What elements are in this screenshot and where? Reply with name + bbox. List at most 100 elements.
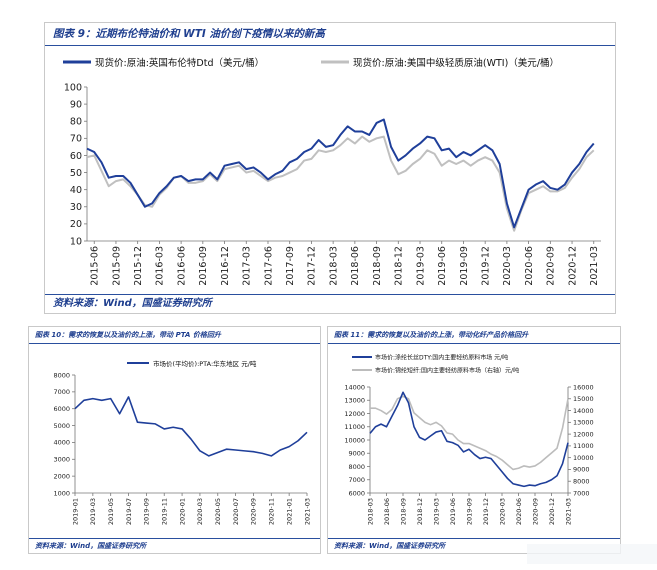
x-tick-label: 2019-09: [143, 498, 151, 525]
x-tick-label: 2019-03: [415, 246, 426, 286]
chart-legend: 市场价:涤纶长丝DTY:国内主要轻纺原料市场 元/吨 市场价:锦纶短纤:国内主要…: [352, 354, 519, 375]
x-tick-label: 2018-09: [372, 246, 383, 286]
chart-lines: [86, 118, 595, 232]
legend-label-wti: 现货价:原油:美国中级轻质原油(WTI)（美元/桶）: [353, 57, 559, 69]
x-tick-label: 2020-01: [178, 498, 186, 525]
x-tick-label: 2018-06: [383, 498, 391, 525]
chart-source: 资料来源：Wind，国盛证券研究所: [45, 294, 615, 313]
y-tick-label: 50: [70, 168, 82, 179]
y2-tick-label: 8000: [573, 477, 590, 485]
x-tick-label: 2019-09: [465, 498, 473, 525]
legend-label-pta: 市场价(平均价):PTA:华东地区 元/吨: [153, 359, 257, 368]
y-tick-label: 1000: [53, 489, 70, 497]
x-tick-label: 2018-09: [399, 498, 407, 525]
y-tick-label: 30: [70, 202, 82, 213]
chart-title: 图表 10：需求的恢复以及油价的上涨，带动 PTA 价格回升: [29, 327, 320, 344]
chart-lines: [74, 396, 308, 457]
y-tick-label: 14000: [344, 383, 365, 391]
y-tick-label: 11000: [344, 423, 365, 431]
x-tick-label: 2021-03: [303, 498, 311, 525]
y-tick-label: 80: [70, 117, 82, 128]
x-tick-label: 2019-03: [89, 498, 97, 525]
x-tick-label: 2021-03: [589, 246, 600, 286]
chart-panel-brent-wti: 图表 9：近期布伦特油价和 WTI 油价创下疫情以来的新高 现货价:原油:英国布…: [44, 22, 616, 314]
x-tick-label: 2020-06: [524, 246, 535, 286]
x-tick-label: 2016-06: [176, 246, 187, 286]
chart-lines: [369, 391, 569, 488]
chart-legend: 市场价(平均价):PTA:华东地区 元/吨: [127, 359, 257, 368]
x-tick-label: 2020-09: [546, 246, 557, 286]
y-tick-label: 2000: [53, 472, 70, 480]
series-line-0: [369, 391, 569, 488]
chart-title: 图表 11：需求的恢复以及油价的上涨，带动化纤产品价格回升: [328, 327, 620, 344]
x-tick-label: 2015-12: [133, 246, 144, 286]
x-tick-label: 2016-03: [155, 246, 166, 286]
chart-source: 资料来源：Wind，国盛证券研究所: [328, 538, 620, 553]
y2-tick-label: 13000: [573, 419, 594, 427]
chart-panel-fiber: 图表 11：需求的恢复以及油价的上涨，带动化纤产品价格回升 市场价:涤纶长丝DT…: [327, 326, 621, 554]
x-tick-label: 2019-12: [482, 498, 490, 525]
x-tick-label: 2020-09: [250, 498, 258, 525]
legend-label-dty: 市场价:涤纶长丝DTY:国内主要轻纺原料市场 元/吨: [375, 354, 508, 362]
x-tick-label: 2019-05: [107, 498, 115, 525]
x-tick-label: 2019-09: [459, 246, 470, 286]
x-tick-label: 2020-12: [567, 246, 578, 286]
x-tick-label: 2018-03: [366, 498, 374, 525]
x-tick-label: 2018-12: [394, 246, 405, 286]
y-tick-label: 4000: [53, 439, 70, 447]
x-tick-label: 2017-06: [263, 246, 274, 286]
y-tick-label: 70: [70, 134, 82, 145]
x-tick-label: 2019-01: [71, 498, 79, 525]
y2-tick-label: 10000: [573, 454, 594, 462]
x-tick-label: 2021-03: [564, 498, 572, 525]
y2-tick-label: 15000: [573, 395, 594, 403]
y-tick-label: 7000: [348, 476, 365, 484]
x-tick-label: 2016-12: [220, 246, 231, 286]
chart-axes: 14000 13000 12000 11000 10000 9000 8000 7000 600…: [344, 383, 593, 525]
y2-tick-label: 11000: [573, 442, 594, 450]
x-tick-label: 2020-11: [268, 498, 276, 525]
y-tick-label: 40: [70, 185, 82, 196]
y-tick-label: 5000: [53, 422, 70, 430]
x-tick-label: 2015-09: [111, 246, 122, 286]
y-tick-label: 100: [64, 82, 82, 93]
pta-price-chart: 市场价(平均价):PTA:华东地区 元/吨 8000 7000 6000 5000 40…: [53, 359, 311, 525]
y2-tick-label: 14000: [573, 407, 594, 415]
y-tick-label: 13000: [344, 397, 365, 405]
y-tick-label: 60: [70, 151, 82, 162]
y2-tick-label: 12000: [573, 430, 594, 438]
chart-legend: 现货价:原油:英国布伦特Dtd（美元/桶） 现货价:原油:美国中级轻质原油(WT…: [63, 57, 559, 69]
y-tick-label: 9000: [348, 450, 365, 458]
x-tick-label: 2017-09: [285, 246, 296, 286]
x-tick-label: 2019-07: [125, 498, 133, 525]
y2-tick-label: 7000: [573, 489, 590, 497]
x-tick-label: 2020-06: [515, 498, 523, 525]
legend-label-nylon: 市场价:锦纶短纤:国内主要轻纺原料市场（右轴）元/吨: [375, 367, 519, 375]
y2-tick-label: 9000: [573, 466, 590, 474]
fiber-price-chart: 市场价:涤纶长丝DTY:国内主要轻纺原料市场 元/吨 市场价:锦纶短纤:国内主要…: [344, 354, 593, 526]
y-tick-label: 3000: [53, 456, 70, 464]
chart-title: 图表 9：近期布伦特油价和 WTI 油价创下疫情以来的新高: [45, 23, 615, 46]
series-line-1: [370, 395, 569, 471]
x-tick-label: 2019-06: [449, 498, 457, 525]
y-tick-label: 8000: [53, 371, 70, 379]
x-tick-label: 2020-09: [531, 498, 539, 525]
x-tick-label: 2020-03: [196, 498, 204, 525]
x-tick-label: 2017-03: [242, 246, 253, 286]
series-line-0: [86, 118, 595, 229]
x-tick-label: 2020-12: [548, 498, 556, 525]
y-tick-label: 20: [70, 219, 82, 230]
y-tick-label: 8000: [348, 463, 365, 471]
x-tick-label: 2017-12: [307, 246, 318, 286]
x-tick-label: 2019-06: [437, 246, 448, 286]
y-tick-label: 6000: [348, 489, 365, 497]
series-line-0: [74, 396, 308, 457]
x-tick-label: 2019-11: [161, 498, 169, 525]
y-tick-label: 10: [70, 236, 82, 247]
y-tick-label: 10000: [344, 436, 365, 444]
y2-tick-label: 16000: [573, 383, 594, 391]
x-tick-label: 2021-01: [285, 498, 293, 525]
chart-axes: 100 90 80 70 60 50 40 30 20 10 2015-06 2015-09 2015-…: [64, 82, 601, 286]
legend-label-brent: 现货价:原油:英国布伦特Dtd（美元/桶）: [95, 57, 264, 69]
